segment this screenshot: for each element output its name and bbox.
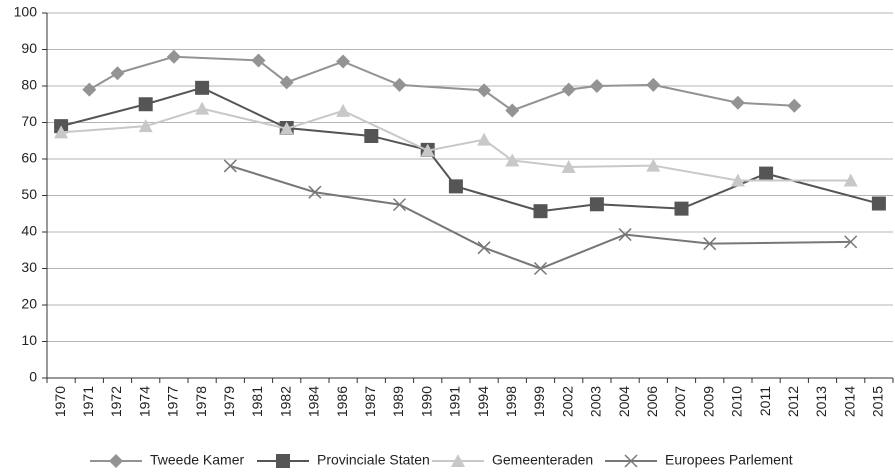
x-tick-label: 1970 <box>52 386 68 417</box>
marker <box>674 201 689 216</box>
marker <box>223 159 237 173</box>
series-line <box>230 164 851 270</box>
x-tick-label: 1984 <box>306 386 322 417</box>
marker <box>251 53 266 68</box>
x-tick-label: 1994 <box>475 386 491 417</box>
marker <box>703 237 717 251</box>
x-tick-label: 1989 <box>390 386 406 417</box>
marker <box>420 143 435 157</box>
x-tick-label: 1990 <box>418 386 434 417</box>
x-tick-label: 2012 <box>785 386 801 417</box>
marker <box>730 95 745 110</box>
x-tick-label: 1977 <box>165 386 181 417</box>
x-tick-label: 1999 <box>531 386 547 417</box>
y-tick-label: 20 <box>21 296 37 312</box>
marker <box>759 166 774 181</box>
marker <box>618 228 632 242</box>
x-tick-label: 1998 <box>503 386 519 417</box>
x-tick-label: 1979 <box>221 386 237 417</box>
legend-marker <box>276 454 290 468</box>
series-line <box>61 107 851 182</box>
marker <box>336 103 351 117</box>
series-line <box>88 55 795 112</box>
x-tick-label: 1986 <box>334 386 350 417</box>
marker <box>505 153 520 167</box>
marker <box>82 82 97 97</box>
marker <box>844 235 858 249</box>
y-tick-label: 10 <box>21 332 37 348</box>
marker <box>533 204 548 219</box>
legend-marker <box>109 454 123 468</box>
y-tick-label: 100 <box>14 4 38 20</box>
x-tick-label: 1991 <box>447 386 463 417</box>
x-tick-label: 2007 <box>672 386 688 417</box>
x-tick-label: 1981 <box>249 386 265 417</box>
marker <box>195 101 210 115</box>
marker <box>646 158 661 172</box>
marker <box>448 179 463 194</box>
legend-label: Provinciale Staten <box>317 452 430 468</box>
y-tick-label: 90 <box>21 40 37 56</box>
marker <box>279 121 294 135</box>
legend-label: Gemeenteraden <box>492 452 593 468</box>
y-tick-label: 50 <box>21 186 37 202</box>
marker <box>787 98 802 113</box>
legend-marker <box>624 454 638 468</box>
marker <box>477 132 492 146</box>
marker <box>364 129 379 144</box>
marker <box>843 173 858 187</box>
x-tick-label: 2014 <box>841 386 857 417</box>
marker <box>110 66 125 81</box>
legend-marker <box>451 454 465 467</box>
x-tick-label: 1974 <box>136 386 152 417</box>
marker <box>533 261 548 276</box>
x-tick-label: 1978 <box>193 386 209 417</box>
marker <box>477 241 491 255</box>
x-tick-label: 1982 <box>277 386 293 417</box>
x-tick-label: 2006 <box>644 386 660 417</box>
marker <box>279 75 294 90</box>
x-tick-label: 1971 <box>80 386 96 417</box>
series-line <box>60 86 880 213</box>
legend-label: Tweede Kamer <box>150 452 244 468</box>
y-tick-label: 60 <box>21 150 37 166</box>
marker <box>138 97 153 112</box>
legend-label: Europees Parlement <box>665 452 793 468</box>
marker <box>54 125 69 139</box>
y-tick-label: 40 <box>21 223 37 239</box>
x-tick-label: 2004 <box>616 386 632 417</box>
marker <box>730 173 745 187</box>
marker <box>392 77 407 92</box>
y-tick-label: 70 <box>21 113 37 129</box>
y-tick-label: 30 <box>21 259 37 275</box>
marker <box>477 83 492 98</box>
x-tick-label: 2015 <box>870 386 886 417</box>
x-tick-label: 1972 <box>108 386 124 417</box>
x-tick-label: 2011 <box>757 386 773 416</box>
marker <box>392 198 407 212</box>
marker <box>336 54 351 69</box>
marker <box>561 160 576 174</box>
marker <box>589 79 604 93</box>
marker <box>589 197 604 212</box>
x-tick-label: 2010 <box>729 386 745 417</box>
marker <box>138 119 153 133</box>
marker <box>561 82 576 97</box>
marker <box>195 80 210 95</box>
x-tick-label: 2013 <box>813 386 829 417</box>
marker <box>646 77 661 92</box>
x-tick-label: 1987 <box>362 386 378 417</box>
marker <box>871 196 886 211</box>
y-tick-label: 80 <box>21 77 37 93</box>
x-tick-label: 2009 <box>700 386 716 417</box>
x-tick-label: 2002 <box>559 386 575 417</box>
marker <box>505 103 520 118</box>
marker <box>166 49 181 64</box>
y-tick-label: 0 <box>29 369 37 385</box>
marker <box>308 185 322 199</box>
x-tick-label: 2003 <box>588 386 604 417</box>
